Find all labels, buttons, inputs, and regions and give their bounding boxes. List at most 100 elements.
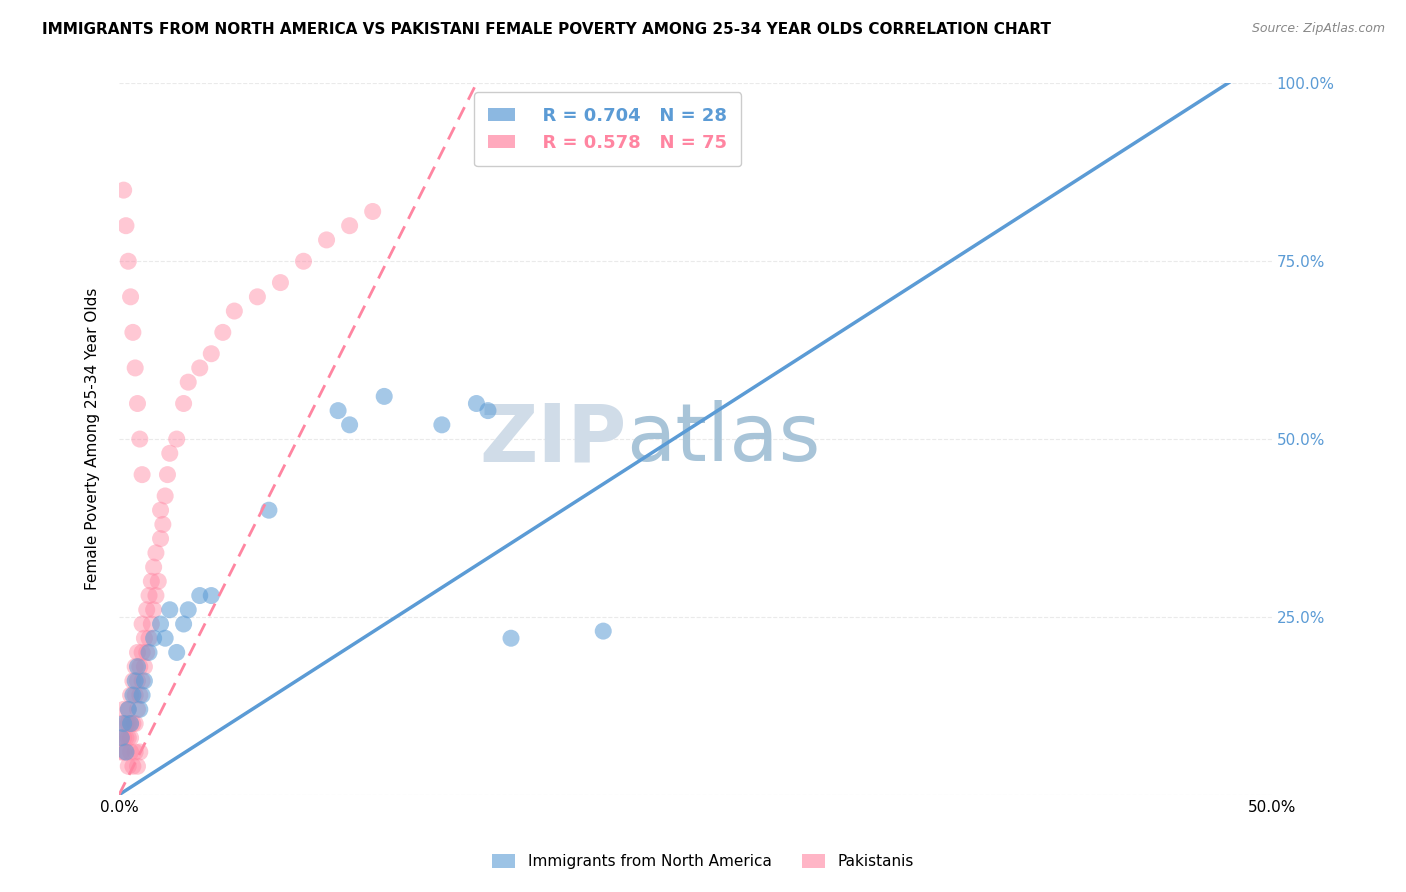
Point — [361, 204, 384, 219]
Text: IMMIGRANTS FROM NORTH AMERICA VS PAKISTANI FEMALE POVERTY AMONG 25-34 YEAR OLDS : IMMIGRANTS FROM NORTH AMERICA VS PAKISTA… — [42, 22, 1052, 37]
Point — [112, 716, 135, 731]
Point — [135, 603, 157, 617]
Point — [112, 731, 135, 745]
Point — [373, 389, 395, 403]
Point — [142, 603, 165, 617]
Point — [128, 659, 150, 673]
Point — [122, 673, 145, 688]
Point — [159, 446, 181, 460]
Text: Source: ZipAtlas.com: Source: ZipAtlas.com — [1251, 22, 1385, 36]
Point — [127, 702, 149, 716]
Legend: Immigrants from North America, Pakistanis: Immigrants from North America, Pakistani… — [486, 848, 920, 875]
Legend:   R = 0.704   N = 28,   R = 0.578   N = 75: R = 0.704 N = 28, R = 0.578 N = 75 — [474, 93, 741, 167]
Point — [142, 560, 165, 574]
Point — [315, 233, 337, 247]
Point — [465, 396, 488, 410]
Point — [149, 617, 172, 632]
Point — [127, 659, 149, 673]
Y-axis label: Female Poverty Among 25-34 Year Olds: Female Poverty Among 25-34 Year Olds — [86, 288, 100, 591]
Point — [134, 659, 156, 673]
Point — [122, 326, 145, 340]
Point — [177, 603, 200, 617]
Point — [188, 360, 211, 375]
Point — [188, 589, 211, 603]
Point — [128, 432, 150, 446]
Point — [120, 745, 142, 759]
Point — [124, 360, 146, 375]
Point — [477, 403, 499, 417]
Point — [117, 254, 139, 268]
Point — [153, 631, 176, 645]
Point — [122, 688, 145, 702]
Point — [138, 645, 160, 659]
Point — [115, 731, 138, 745]
Point — [138, 631, 160, 645]
Point — [127, 673, 149, 688]
Point — [134, 673, 156, 688]
Point — [339, 417, 361, 432]
Point — [120, 688, 142, 702]
Point — [135, 645, 157, 659]
Point — [110, 716, 132, 731]
Point — [131, 617, 153, 632]
Point — [124, 688, 146, 702]
Point — [499, 631, 522, 645]
Point — [149, 503, 172, 517]
Point — [117, 716, 139, 731]
Point — [128, 702, 150, 716]
Point — [115, 219, 138, 233]
Point — [177, 375, 200, 389]
Point — [120, 290, 142, 304]
Point — [269, 276, 291, 290]
Point — [153, 489, 176, 503]
Point — [131, 673, 153, 688]
Point — [138, 589, 160, 603]
Point — [120, 716, 142, 731]
Point — [166, 432, 188, 446]
Point — [173, 396, 195, 410]
Point — [110, 745, 132, 759]
Point — [246, 290, 269, 304]
Point — [149, 532, 172, 546]
Point — [173, 617, 195, 632]
Point — [115, 745, 138, 759]
Point — [131, 645, 153, 659]
Text: ZIP: ZIP — [479, 401, 626, 478]
Point — [112, 702, 135, 716]
Point — [141, 617, 163, 632]
Point — [1146, 62, 1168, 77]
Point — [115, 745, 138, 759]
Point — [131, 688, 153, 702]
Point — [127, 396, 149, 410]
Point — [117, 731, 139, 745]
Point — [112, 745, 135, 759]
Point — [145, 589, 167, 603]
Point — [120, 716, 142, 731]
Point — [112, 183, 135, 197]
Point — [124, 716, 146, 731]
Point — [142, 631, 165, 645]
Point — [339, 219, 361, 233]
Point — [152, 517, 174, 532]
Point — [257, 503, 280, 517]
Point — [141, 574, 163, 589]
Point — [128, 745, 150, 759]
Point — [159, 603, 181, 617]
Point — [131, 467, 153, 482]
Point — [224, 304, 246, 318]
Point — [110, 731, 132, 745]
Point — [117, 702, 139, 716]
Point — [124, 673, 146, 688]
Point — [120, 731, 142, 745]
Point — [166, 645, 188, 659]
Point — [124, 745, 146, 759]
Text: atlas: atlas — [626, 401, 821, 478]
Point — [117, 702, 139, 716]
Point — [127, 759, 149, 773]
Point — [430, 417, 453, 432]
Point — [326, 403, 349, 417]
Point — [127, 645, 149, 659]
Point — [200, 589, 222, 603]
Point — [124, 659, 146, 673]
Point — [211, 326, 233, 340]
